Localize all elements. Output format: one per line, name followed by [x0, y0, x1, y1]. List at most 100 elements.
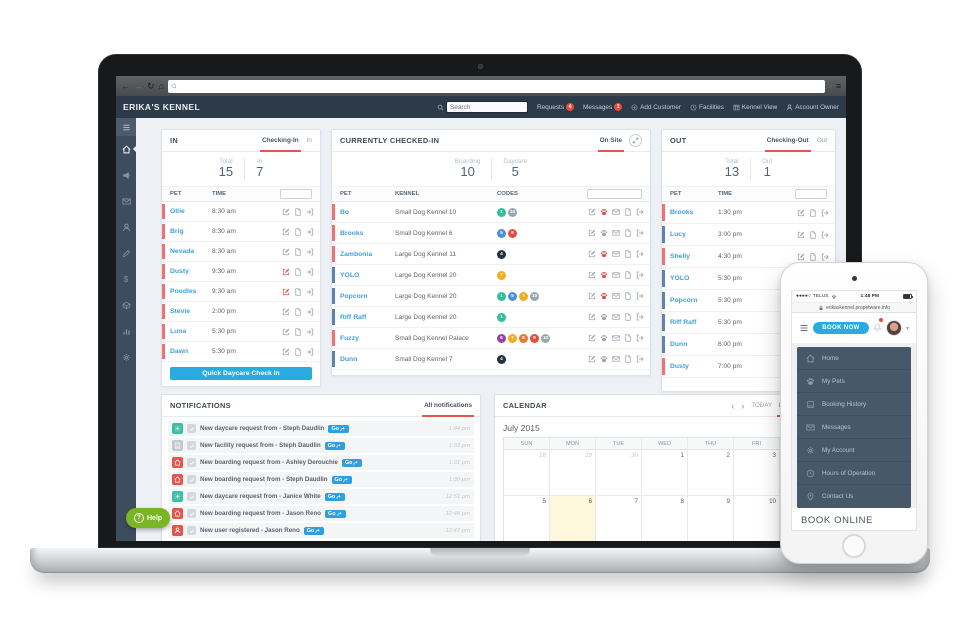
calendar-day[interactable]: 6: [550, 496, 596, 541]
paw-icon[interactable]: [600, 313, 608, 321]
browser-forward-icon[interactable]: →: [134, 80, 143, 91]
calendar-day[interactable]: 7: [596, 496, 642, 541]
notes-icon[interactable]: [294, 208, 302, 216]
pet-name[interactable]: Popcorn: [340, 292, 368, 300]
pet-row[interactable]: Luna 5:30 pm: [162, 322, 320, 342]
check-out-icon[interactable]: [636, 313, 644, 321]
notes-icon[interactable]: [294, 288, 302, 296]
notes-icon[interactable]: [294, 268, 302, 276]
pet-name[interactable]: Stevie: [170, 308, 191, 315]
pet-name[interactable]: Dusty: [670, 363, 689, 370]
menu-item-contact-us[interactable]: Contact Us: [797, 485, 911, 508]
notification-row[interactable]: New daycare request from - Janice White G…: [168, 489, 474, 504]
notification-checkbox[interactable]: [187, 458, 196, 467]
calendar-day[interactable]: 2: [688, 450, 734, 496]
mail-icon[interactable]: [612, 334, 620, 342]
sidebar-toggle[interactable]: [116, 118, 136, 136]
paw-icon[interactable]: [600, 334, 608, 342]
pet-row[interactable]: Nevada 8:30 am: [162, 242, 320, 262]
edit-icon[interactable]: [797, 209, 805, 217]
paw-icon[interactable]: [600, 355, 608, 363]
check-out-icon[interactable]: [636, 208, 644, 216]
pet-row[interactable]: Bo Small Dog Kennel 10 1 10: [332, 202, 650, 223]
browser-page-icon[interactable]: ▫: [828, 80, 832, 91]
pet-row[interactable]: Dawn 5:30 pm: [162, 342, 320, 362]
go-button[interactable]: Go: [324, 492, 346, 501]
go-button[interactable]: Go: [341, 458, 363, 467]
pet-name[interactable]: Fuzzy: [340, 334, 359, 342]
sidebar-item-announcements[interactable]: [116, 162, 136, 188]
phone-url-bar[interactable]: erikaskennel.propetware.info: [792, 302, 916, 313]
avatar[interactable]: [885, 320, 902, 336]
pet-row[interactable]: Dunn 6:00 pm: [662, 334, 835, 356]
check-in-icon[interactable]: [306, 248, 314, 256]
edit-icon[interactable]: [282, 208, 290, 216]
notification-row[interactable]: New daycare request from - Steph Daudlin…: [168, 421, 474, 436]
pet-row[interactable]: Riff Raff 5:30 pm: [662, 312, 835, 334]
pet-name[interactable]: Dunn: [340, 355, 358, 363]
edit-icon[interactable]: [797, 231, 805, 239]
notes-icon[interactable]: [294, 328, 302, 336]
notification-row[interactable]: New boarding request from - Jason Reno Go…: [168, 506, 474, 521]
menu-item-messages[interactable]: Messages: [797, 416, 911, 439]
go-button[interactable]: Go: [328, 424, 349, 433]
pet-row[interactable]: Dusty 7:00 pm: [662, 356, 835, 378]
notification-row[interactable]: New boarding request from - Ashley Derou…: [168, 455, 474, 470]
tab-checking-in[interactable]: Checking-In: [260, 130, 301, 152]
browser-home-icon[interactable]: ⌂: [158, 80, 164, 91]
pet-name[interactable]: Dunn: [670, 341, 688, 348]
mail-icon[interactable]: [612, 229, 620, 237]
go-button[interactable]: Go: [331, 475, 353, 484]
pet-row[interactable]: Dunn Small Dog Kennel 7 4: [332, 349, 650, 370]
edit-icon[interactable]: [282, 308, 290, 316]
mail-icon[interactable]: [612, 313, 620, 321]
address-bar[interactable]: [167, 79, 825, 93]
pet-row[interactable]: Ollie 8:30 am: [162, 202, 320, 222]
sidebar-item-reports[interactable]: [116, 318, 136, 344]
notification-checkbox[interactable]: [187, 475, 196, 484]
help-button[interactable]: ? Help: [126, 508, 171, 528]
sidebar-item-billing[interactable]: $: [116, 266, 136, 292]
calendar-day[interactable]: 29: [550, 450, 596, 496]
check-out-icon[interactable]: [821, 253, 829, 261]
calendar-day[interactable]: 9: [688, 496, 734, 541]
check-out-icon[interactable]: [636, 250, 644, 258]
check-out-icon[interactable]: [636, 292, 644, 300]
pet-name[interactable]: Luna: [170, 328, 187, 335]
edit-icon[interactable]: [282, 228, 290, 236]
menu-item-hours[interactable]: Hours of Operation: [797, 462, 911, 485]
notes-icon[interactable]: [809, 253, 817, 261]
menu-item-my-pets[interactable]: My Pets: [797, 370, 911, 393]
go-button[interactable]: Go: [324, 441, 346, 450]
notification-checkbox[interactable]: [187, 526, 196, 535]
check-out-icon[interactable]: [636, 229, 644, 237]
paw-icon[interactable]: [600, 229, 608, 237]
sidebar-item-home[interactable]: [116, 136, 137, 162]
global-search-input[interactable]: [446, 101, 529, 113]
calendar-next-button[interactable]: ›: [741, 400, 745, 411]
pet-name[interactable]: Brooks: [340, 229, 364, 237]
browser-back-icon[interactable]: ←: [121, 80, 130, 91]
paw-icon[interactable]: [600, 208, 608, 216]
pet-row[interactable]: Lucy 3:00 pm: [662, 224, 835, 246]
out-filter-input[interactable]: [795, 189, 827, 199]
book-now-button[interactable]: BOOK NOW: [813, 322, 869, 334]
nav-add-customer[interactable]: Add Customer: [631, 104, 681, 111]
notification-checkbox[interactable]: [187, 441, 196, 450]
check-out-icon[interactable]: [636, 271, 644, 279]
pet-name[interactable]: YOLO: [340, 271, 360, 279]
pet-name[interactable]: Brooks: [670, 209, 694, 216]
check-out-icon[interactable]: [821, 209, 829, 217]
edit-icon[interactable]: [588, 313, 596, 321]
check-in-icon[interactable]: [306, 268, 314, 276]
edit-icon[interactable]: [588, 271, 596, 279]
pet-row[interactable]: Poodles 9:30 am: [162, 282, 320, 302]
notification-row[interactable]: New facility request from - Steph Daudli…: [168, 438, 474, 453]
pet-name[interactable]: Riff Raff: [670, 319, 697, 326]
checked-in-filter-input[interactable]: [587, 189, 642, 199]
check-out-icon[interactable]: [636, 355, 644, 363]
notes-icon[interactable]: [624, 229, 632, 237]
notes-icon[interactable]: [624, 292, 632, 300]
calendar-day[interactable]: 8: [642, 496, 688, 541]
